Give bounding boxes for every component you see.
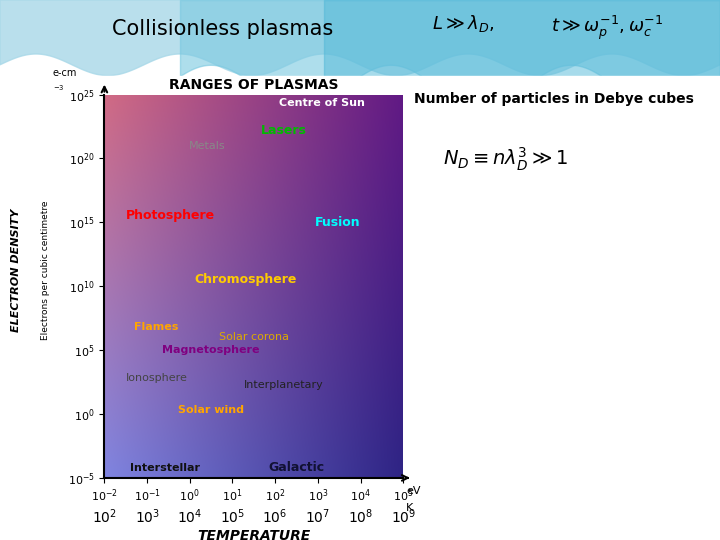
Text: Solar wind: Solar wind bbox=[178, 405, 244, 415]
Text: Photosphere: Photosphere bbox=[126, 210, 215, 222]
Text: Magnetosphere: Magnetosphere bbox=[163, 345, 260, 355]
Text: Interstellar: Interstellar bbox=[130, 463, 200, 472]
Bar bbox=[0, 76, 720, 540]
Text: Collisionless plasmas: Collisionless plasmas bbox=[112, 19, 333, 39]
Text: Ionosphere: Ionosphere bbox=[126, 373, 188, 383]
Text: $t \gg \omega_p^{-1}, \omega_c^{-1}$: $t \gg \omega_p^{-1}, \omega_c^{-1}$ bbox=[551, 14, 663, 42]
Text: Fusion: Fusion bbox=[315, 216, 361, 229]
Text: $N_D \equiv n\lambda_D^3 \gg 1$: $N_D \equiv n\lambda_D^3 \gg 1$ bbox=[443, 146, 568, 173]
Text: $^{-3}$: $^{-3}$ bbox=[53, 85, 64, 96]
Text: Solar corona: Solar corona bbox=[219, 332, 289, 342]
Title: RANGES OF PLASMAS: RANGES OF PLASMAS bbox=[169, 78, 338, 92]
Text: Interplanetary: Interplanetary bbox=[244, 380, 323, 389]
X-axis label: TEMPERATURE: TEMPERATURE bbox=[197, 529, 310, 540]
Text: K: K bbox=[406, 503, 413, 514]
Text: Number of particles in Debye cubes: Number of particles in Debye cubes bbox=[414, 92, 694, 106]
Text: Flames: Flames bbox=[134, 322, 179, 332]
Text: Electrons per cubic centimetre: Electrons per cubic centimetre bbox=[41, 200, 50, 340]
Text: Metals: Metals bbox=[189, 140, 225, 151]
Text: Centre of Sun: Centre of Sun bbox=[279, 98, 365, 109]
Text: $L \gg \lambda_D,$: $L \gg \lambda_D,$ bbox=[432, 14, 495, 35]
Text: Lasers: Lasers bbox=[261, 124, 307, 137]
Text: Galactic: Galactic bbox=[269, 461, 325, 474]
Text: ELECTRON DENSITY: ELECTRON DENSITY bbox=[11, 208, 21, 332]
Text: eV: eV bbox=[406, 485, 420, 496]
Text: Chromosphere: Chromosphere bbox=[194, 273, 297, 286]
Text: e-cm: e-cm bbox=[53, 68, 77, 78]
